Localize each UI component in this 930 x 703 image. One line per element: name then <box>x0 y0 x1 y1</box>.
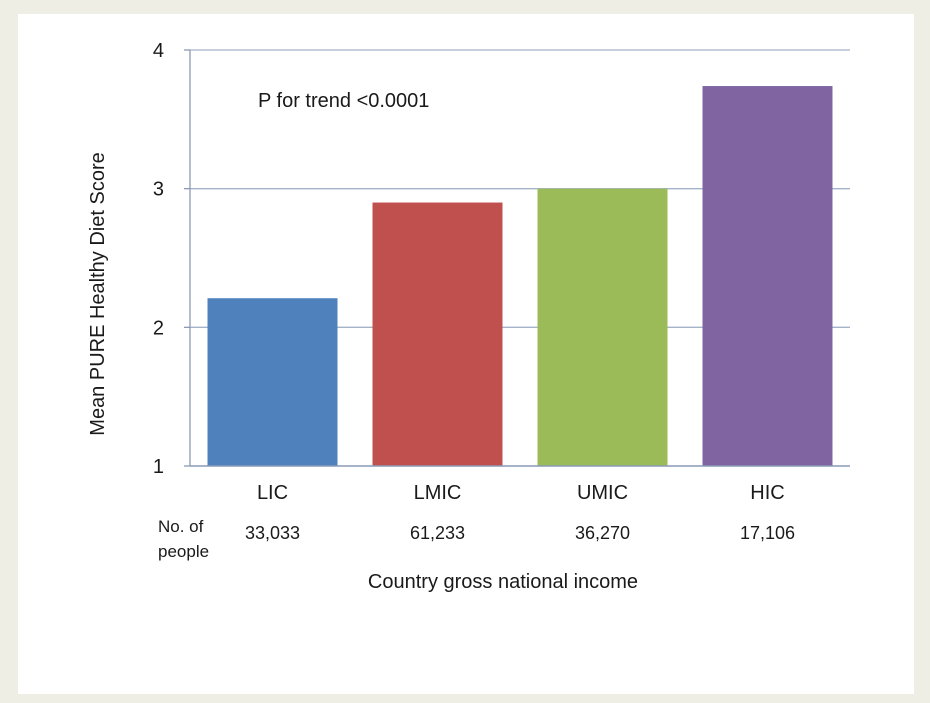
count-lmic: 61,233 <box>410 523 465 543</box>
bar-lic <box>207 298 338 466</box>
x-tick-label-hic: HIC <box>750 482 784 504</box>
count-lic: 33,033 <box>245 523 300 543</box>
bar-lmic <box>372 202 503 467</box>
figure-panel: 1 2 3 4 LIC LMIC UMIC HIC 33,033 61,233 36,270 17… <box>18 14 914 694</box>
bar-chart: 1 2 3 4 LIC LMIC UMIC HIC 33,033 61,233 36,270 17… <box>87 40 850 593</box>
count-umic: 36,270 <box>575 523 630 543</box>
x-axis-label: Country gross national income <box>368 571 638 593</box>
bar-hic <box>702 86 833 466</box>
people-counts: 33,033 61,233 36,270 17,106 <box>245 523 795 543</box>
y-tick-label-1: 1 <box>153 456 164 478</box>
x-tick-label-umic: UMIC <box>577 482 628 504</box>
people-row-label-line2: people <box>158 542 209 561</box>
y-tick-label-2: 2 <box>153 317 164 339</box>
y-tick-label-4: 4 <box>153 40 164 62</box>
y-tick-label-3: 3 <box>153 179 164 201</box>
x-tick-label-lic: LIC <box>257 482 288 504</box>
bar-umic <box>537 188 668 466</box>
y-axis: 1 2 3 4 <box>153 40 191 478</box>
x-axis-categories: LIC LMIC UMIC HIC <box>257 482 785 504</box>
trend-annotation: P for trend <0.0001 <box>258 90 429 112</box>
people-row-label-line1: No. of <box>158 517 204 536</box>
x-tick-label-lmic: LMIC <box>414 482 462 504</box>
bars <box>190 86 850 467</box>
y-axis-label: Mean PURE Healthy Diet Score <box>87 152 109 435</box>
count-hic: 17,106 <box>740 523 795 543</box>
